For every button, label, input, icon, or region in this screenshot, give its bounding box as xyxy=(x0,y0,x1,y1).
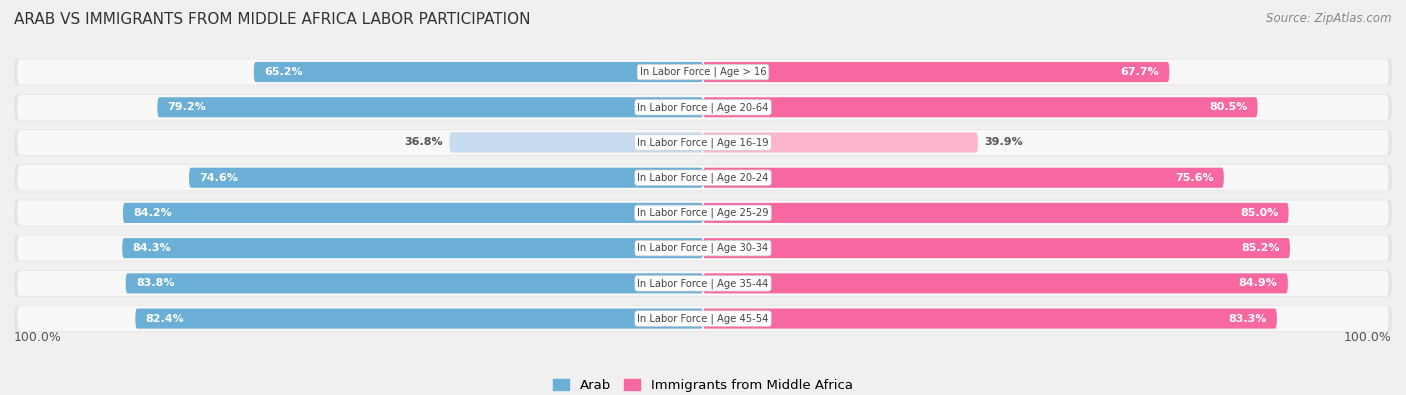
Text: 85.2%: 85.2% xyxy=(1241,243,1279,253)
FancyBboxPatch shape xyxy=(14,59,1392,85)
Text: In Labor Force | Age 25-29: In Labor Force | Age 25-29 xyxy=(637,208,769,218)
FancyBboxPatch shape xyxy=(135,308,703,329)
Text: In Labor Force | Age 45-54: In Labor Force | Age 45-54 xyxy=(637,313,769,324)
Text: 67.7%: 67.7% xyxy=(1121,67,1159,77)
FancyBboxPatch shape xyxy=(188,167,703,188)
FancyBboxPatch shape xyxy=(703,132,979,152)
Text: 39.9%: 39.9% xyxy=(984,137,1024,147)
FancyBboxPatch shape xyxy=(122,238,703,258)
Text: 85.0%: 85.0% xyxy=(1240,208,1278,218)
FancyBboxPatch shape xyxy=(125,273,703,293)
Text: 65.2%: 65.2% xyxy=(264,67,302,77)
FancyBboxPatch shape xyxy=(703,62,1170,82)
Text: In Labor Force | Age 16-19: In Labor Force | Age 16-19 xyxy=(637,137,769,148)
Text: 74.6%: 74.6% xyxy=(200,173,238,183)
FancyBboxPatch shape xyxy=(17,271,1389,296)
FancyBboxPatch shape xyxy=(157,97,703,117)
FancyBboxPatch shape xyxy=(703,308,1277,329)
FancyBboxPatch shape xyxy=(17,95,1389,120)
Text: 83.8%: 83.8% xyxy=(136,278,174,288)
Text: In Labor Force | Age 20-64: In Labor Force | Age 20-64 xyxy=(637,102,769,113)
Text: 100.0%: 100.0% xyxy=(14,331,62,344)
FancyBboxPatch shape xyxy=(14,129,1392,156)
FancyBboxPatch shape xyxy=(17,130,1389,155)
Text: In Labor Force | Age 30-34: In Labor Force | Age 30-34 xyxy=(637,243,769,253)
FancyBboxPatch shape xyxy=(703,167,1223,188)
FancyBboxPatch shape xyxy=(14,305,1392,332)
FancyBboxPatch shape xyxy=(254,62,703,82)
Text: ARAB VS IMMIGRANTS FROM MIDDLE AFRICA LABOR PARTICIPATION: ARAB VS IMMIGRANTS FROM MIDDLE AFRICA LA… xyxy=(14,12,530,27)
FancyBboxPatch shape xyxy=(17,306,1389,331)
Text: 84.9%: 84.9% xyxy=(1239,278,1278,288)
Text: 82.4%: 82.4% xyxy=(146,314,184,324)
FancyBboxPatch shape xyxy=(14,235,1392,261)
FancyBboxPatch shape xyxy=(122,203,703,223)
FancyBboxPatch shape xyxy=(17,60,1389,85)
FancyBboxPatch shape xyxy=(17,236,1389,261)
FancyBboxPatch shape xyxy=(450,132,703,152)
FancyBboxPatch shape xyxy=(14,164,1392,191)
FancyBboxPatch shape xyxy=(703,203,1289,223)
FancyBboxPatch shape xyxy=(703,97,1257,117)
FancyBboxPatch shape xyxy=(703,238,1289,258)
FancyBboxPatch shape xyxy=(703,273,1288,293)
Legend: Arab, Immigrants from Middle Africa: Arab, Immigrants from Middle Africa xyxy=(548,374,858,395)
Text: 100.0%: 100.0% xyxy=(1344,331,1392,344)
FancyBboxPatch shape xyxy=(14,270,1392,297)
Text: Source: ZipAtlas.com: Source: ZipAtlas.com xyxy=(1267,12,1392,25)
FancyBboxPatch shape xyxy=(14,200,1392,226)
FancyBboxPatch shape xyxy=(17,200,1389,226)
Text: 75.6%: 75.6% xyxy=(1175,173,1213,183)
Text: 36.8%: 36.8% xyxy=(404,137,443,147)
Text: 84.2%: 84.2% xyxy=(134,208,172,218)
Text: In Labor Force | Age 35-44: In Labor Force | Age 35-44 xyxy=(637,278,769,289)
FancyBboxPatch shape xyxy=(14,94,1392,120)
Text: In Labor Force | Age 20-24: In Labor Force | Age 20-24 xyxy=(637,173,769,183)
Text: 84.3%: 84.3% xyxy=(132,243,172,253)
Text: 83.3%: 83.3% xyxy=(1229,314,1267,324)
Text: 80.5%: 80.5% xyxy=(1209,102,1247,112)
Text: 79.2%: 79.2% xyxy=(167,102,207,112)
Text: In Labor Force | Age > 16: In Labor Force | Age > 16 xyxy=(640,67,766,77)
FancyBboxPatch shape xyxy=(17,165,1389,190)
